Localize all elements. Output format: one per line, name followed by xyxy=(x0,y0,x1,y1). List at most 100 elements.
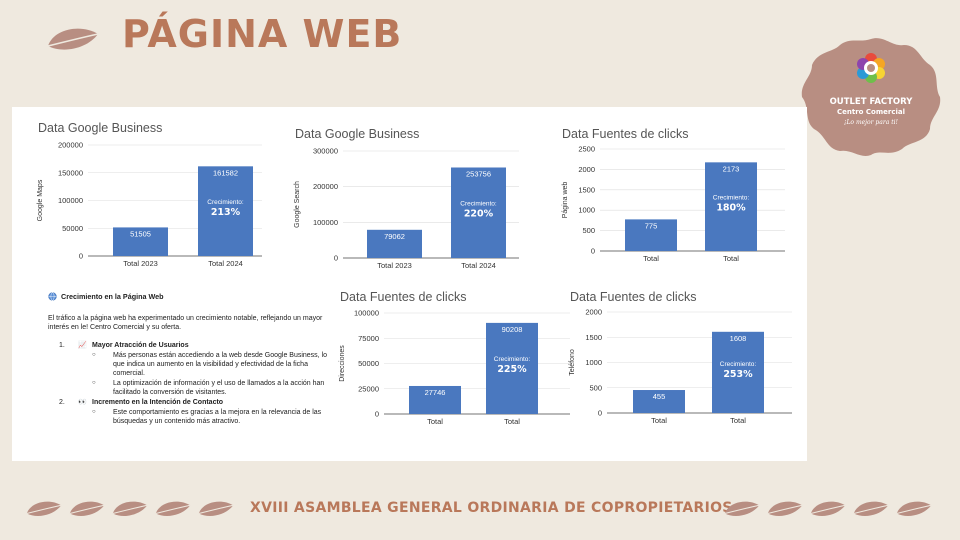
bar xyxy=(712,331,764,413)
y-tick-label: 50000 xyxy=(62,224,83,233)
x-tick-label: Total xyxy=(504,417,520,426)
y-tick-label: 1500 xyxy=(578,185,595,194)
y-tick-label: 100000 xyxy=(58,196,83,205)
chart-google-maps: Data Google Business 0 50000 100000 150000 20… xyxy=(30,118,270,276)
growth-label: Crecimiento: xyxy=(460,201,497,208)
bar xyxy=(486,322,538,414)
y-axis-label: Google Search xyxy=(294,181,301,228)
y-tick-label: 500 xyxy=(582,226,595,235)
y-tick-label: 100000 xyxy=(354,309,379,318)
growth-value: 220% xyxy=(464,209,494,220)
x-tick-label: Total 2023 xyxy=(377,261,412,270)
list-item: ○ La optimización de información y el us… xyxy=(92,380,325,396)
y-tick-label: 2000 xyxy=(585,308,602,317)
x-tick-label: Total xyxy=(643,254,659,263)
y-tick-label: 0 xyxy=(591,247,595,256)
chart-pagina-web: Data Fuentes de clicks 0 500 1000 1500 2000 25… xyxy=(556,124,796,264)
growth-label: Crecimiento: xyxy=(713,195,750,202)
list-item: 1. 📈 Mayor Atracción de Usuarios xyxy=(59,342,189,349)
bar xyxy=(409,385,461,414)
chart-google-search: Data Google Business 0 100000 200000 300000 G… xyxy=(287,124,527,274)
logo-title: OUTLET FACTORY xyxy=(829,97,913,107)
y-tick-label: 500 xyxy=(589,383,602,392)
y-axis-label: Google Maps xyxy=(37,179,44,221)
leaf-icon xyxy=(810,501,846,516)
leaf-icon xyxy=(198,501,234,516)
y-tick-label: 50000 xyxy=(358,359,379,368)
y-tick-label: 150000 xyxy=(58,168,83,177)
growth-value: 253% xyxy=(723,369,753,380)
bar-value-label: 1608 xyxy=(730,334,747,343)
bar-value-label: 775 xyxy=(645,221,658,230)
chart-title: Data Fuentes de clicks xyxy=(340,290,466,304)
y-tick-label: 200000 xyxy=(58,141,83,150)
list-item: 2. 👀 Incremento en la Intención de Conta… xyxy=(59,399,224,406)
chart-title: Data Fuentes de clicks xyxy=(570,290,696,304)
growth-label: Crecimiento: xyxy=(720,361,757,368)
summary-heading: Crecimiento en la Página Web xyxy=(48,292,333,301)
x-tick-label: Total 2023 xyxy=(123,259,158,268)
y-tick-label: 0 xyxy=(79,252,83,261)
chart-telefono: Data Fuentes de clicks 0 500 1000 1500 2000 Te… xyxy=(563,287,803,427)
y-tick-label: 0 xyxy=(598,409,602,418)
leaf-icon xyxy=(69,501,105,516)
globe-icon xyxy=(48,292,57,301)
y-tick-label: 2500 xyxy=(578,145,595,154)
y-tick-label: 100000 xyxy=(313,218,338,227)
eyes-icon: 👀 xyxy=(78,399,87,406)
chart-direcciones: Data Fuentes de clicks 0 25000 50000 75000 10… xyxy=(333,287,573,427)
summary-intro: El tráfico a la página web ha experiment… xyxy=(48,315,323,331)
y-axis-label: Teléfono xyxy=(569,349,576,376)
growth-value: 213% xyxy=(211,207,241,218)
leaf-icon xyxy=(724,501,760,516)
list-item: ○ Este comportamiento es gracias a la me… xyxy=(92,409,322,425)
y-tick-label: 75000 xyxy=(358,334,379,343)
bullet-icon: ○ xyxy=(92,352,96,358)
bar-value-label: 27746 xyxy=(425,388,446,397)
bullet-icon: ○ xyxy=(92,380,96,386)
bar-value-label: 51505 xyxy=(130,229,151,238)
bar xyxy=(625,219,677,251)
bar xyxy=(113,227,168,256)
bar-value-label: 161582 xyxy=(213,168,238,177)
bar-value-label: 90208 xyxy=(502,325,523,334)
y-tick-label: 0 xyxy=(375,410,379,419)
x-tick-label: Total 2024 xyxy=(461,261,496,270)
list-item: ○ Más personas están accediendo a la web… xyxy=(92,352,328,377)
leaf-icon xyxy=(47,28,99,50)
bar-value-label: 2173 xyxy=(723,164,740,173)
brand-logo: OUTLET FACTORY Centro Comercial ¡Lo mejo… xyxy=(800,35,942,159)
x-tick-label: Total xyxy=(730,416,746,425)
x-tick-label: Total xyxy=(427,417,443,426)
y-tick-label: 300000 xyxy=(313,147,338,156)
bullet-icon: ○ xyxy=(92,409,96,415)
y-axis-label: Página web xyxy=(562,182,569,219)
sub-list: ○ Este comportamiento es gracias a la me… xyxy=(92,408,333,426)
bar xyxy=(633,390,685,413)
leaf-icon xyxy=(155,501,191,516)
bar-value-label: 253756 xyxy=(466,169,491,178)
growth-value: 225% xyxy=(497,364,527,375)
bar xyxy=(705,162,757,251)
flower-icon xyxy=(857,53,885,83)
x-tick-label: Total 2024 xyxy=(208,259,243,268)
summary-block: Crecimiento en la Página Web El tráfico … xyxy=(48,292,333,426)
chart-title: Data Google Business xyxy=(295,127,419,141)
y-tick-label: 2000 xyxy=(578,165,595,174)
y-tick-label: 25000 xyxy=(358,384,379,393)
x-tick-label: Total xyxy=(651,416,667,425)
leaf-icon xyxy=(896,501,932,516)
y-tick-label: 0 xyxy=(334,254,338,263)
leaf-icon xyxy=(112,501,148,516)
y-tick-label: 1000 xyxy=(585,358,602,367)
y-tick-label: 1000 xyxy=(578,206,595,215)
bar xyxy=(367,229,422,258)
logo-subtitle: Centro Comercial xyxy=(836,108,906,116)
chart-title: Data Google Business xyxy=(38,121,162,135)
leaf-icon xyxy=(26,501,62,516)
leaf-icon xyxy=(853,501,889,516)
y-axis-label: Direcciones xyxy=(339,345,346,382)
chart-title: Data Fuentes de clicks xyxy=(562,127,688,141)
growth-label: Crecimiento: xyxy=(494,356,531,363)
bar-value-label: 79062 xyxy=(384,232,405,241)
